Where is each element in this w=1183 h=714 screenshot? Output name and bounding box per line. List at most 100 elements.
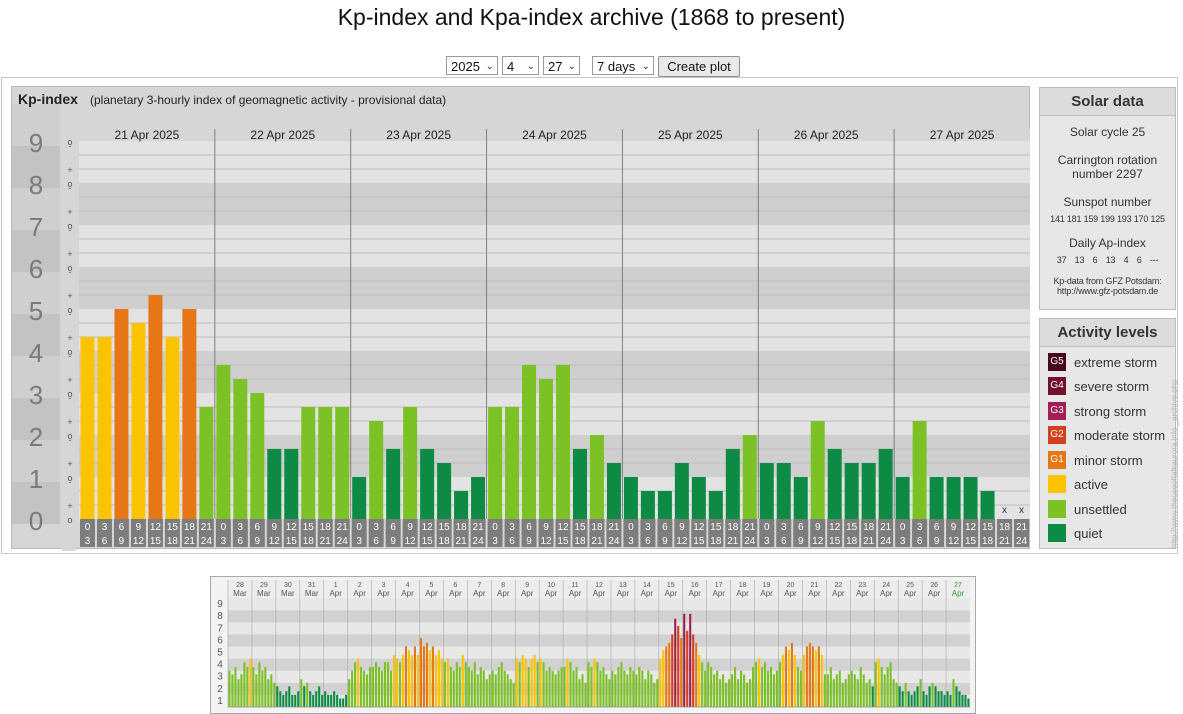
interval-end: 18 [846,536,858,547]
interval-end: 12 [812,536,824,547]
overview-bar [766,670,770,707]
interval-cell [555,519,571,547]
overview-bar [315,691,318,707]
interval-end: 21 [456,536,468,547]
y-axis-band [12,440,60,482]
interval-end: 3 [900,536,906,547]
interval-end: 3 [85,536,91,547]
overview-bar [856,679,859,707]
level-swatch: G3 [1048,402,1066,420]
overview-bar [623,670,626,707]
interval-cell [504,519,520,547]
span-select[interactable]: 7 days ⌄ [592,56,654,75]
year-select[interactable]: 2025 ⌄ [446,56,498,75]
y-axis-band [12,188,60,230]
kp-chart: 0123456789o+o-+o-+o-+o-+o-+o-+o-+o-+o-21… [12,128,1030,551]
interval-end: 21 [999,536,1011,547]
level-swatch [1048,500,1066,518]
interval-start: 12 [965,522,977,533]
overview-bar [934,686,937,707]
interval-end: 15 [286,536,298,547]
overview-bar [336,694,339,707]
interval-end: 18 [982,536,994,547]
interval-end: 21 [320,536,332,547]
y-axis-band [12,230,60,272]
interval-cell [980,519,996,547]
overview-bar [710,667,713,707]
overview-bar [527,667,530,707]
interval-cell [334,519,350,547]
interval-cell [946,519,962,547]
interval-end: 18 [574,536,586,547]
kp-bar [946,477,961,519]
overview-bar [743,674,746,707]
interval-cell [793,519,809,547]
interval-cell [113,519,129,547]
month-select[interactable]: 4 ⌄ [502,56,539,75]
minor-tick-label: + [67,333,72,343]
interval-cell [232,519,248,547]
kp-bar [623,477,638,519]
overview-bar [476,674,479,707]
interval-end: 12 [133,536,145,547]
interval-start: 15 [710,522,722,533]
overview-bar [440,658,443,707]
minor-tick-label: - [69,435,72,445]
overview-bar [297,691,300,707]
overview-bar [383,662,387,707]
interval-end: 6 [102,536,108,547]
carrington-label: Carrington rotation [1057,153,1158,167]
overview-bar [398,662,402,707]
overview-bar [425,642,428,707]
interval-cell [96,519,112,547]
overview-bar [243,662,246,707]
overview-day-number: 16 [691,582,699,589]
interval-start: 12 [829,522,841,533]
overview-bar [485,679,488,707]
overview-bar [871,686,874,707]
interval-cell [436,519,452,547]
overview-bar [614,674,617,707]
minor-tick-label: - [69,183,72,193]
y-tick-label: 7 [29,212,43,242]
interval-end: 9 [662,536,668,547]
interval-start: 21 [1016,522,1028,533]
overview-bar [267,679,270,707]
minor-tick-label: o [67,305,72,315]
overview-bar [904,682,907,707]
interval-cell [912,519,928,547]
kp-bar [844,463,859,519]
kp-bar [369,421,384,519]
interval-end: 3 [356,536,362,547]
interval-start: 6 [662,522,668,533]
span-select-value: 7 days [597,59,636,74]
grid-band [79,309,1030,351]
interval-end: 9 [255,536,261,547]
overview-bar [357,658,360,707]
minor-tick-label: + [67,375,72,385]
kp-bar [776,463,791,519]
overview-bar [437,650,440,707]
interval-end: 6 [509,536,515,547]
minor-tick-label: - [69,351,72,361]
overview-bar [515,658,518,707]
y-tick-label: 9 [29,128,43,158]
chevron-down-icon: ⌄ [526,61,535,72]
ap-index-values: 37 13 6 13 4 6 --- [1056,255,1159,265]
level-label: severe storm [1074,379,1150,394]
overview-bar [375,662,378,707]
overview-bar [599,670,602,707]
overview-bar [605,674,608,707]
create-plot-button[interactable]: Create plot [658,56,740,77]
interval-end: 15 [150,536,162,547]
day-select[interactable]: 27 ⌄ [543,56,580,75]
overview-bar [449,667,452,707]
overview-bar [366,674,369,707]
overview-day-number: 18 [739,582,747,589]
overview-bar [369,667,372,707]
overview-bar [318,686,321,707]
chevron-down-icon: ⌄ [567,61,576,72]
data-source-link[interactable]: http://www.gfz-potsdam.de [1056,286,1159,296]
overview-bar [581,674,584,707]
overview-bar [910,694,913,707]
